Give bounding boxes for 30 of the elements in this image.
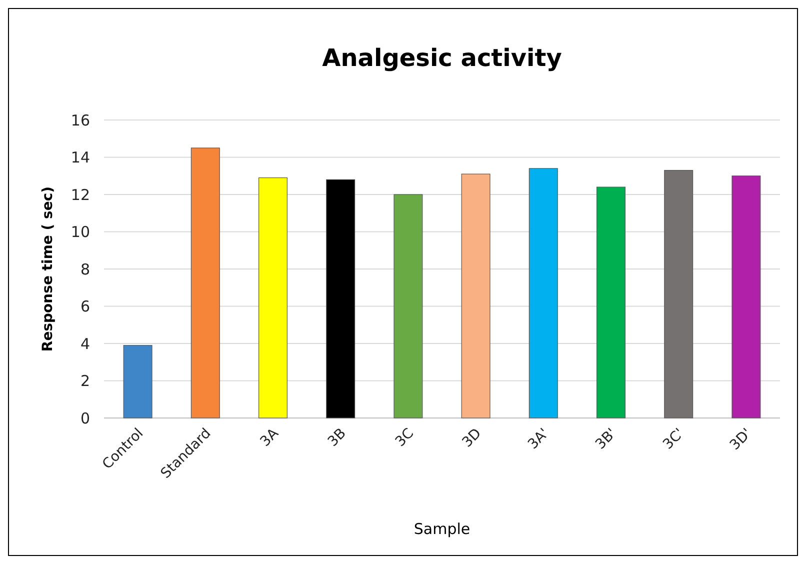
y-tick-label: 16	[70, 111, 90, 130]
x-axis-title: Sample	[414, 520, 470, 538]
x-tick-label: 3B'	[592, 426, 620, 453]
y-tick-label: 6	[80, 298, 90, 316]
x-tick-label: 3B	[325, 426, 350, 450]
x-tick-label: 3A	[257, 425, 282, 450]
bar	[190, 148, 220, 418]
y-tick-label: 10	[70, 223, 90, 241]
y-tick-label: 12	[70, 186, 90, 204]
x-tick-label: 3A'	[525, 426, 552, 453]
y-tick-label: 8	[80, 260, 90, 278]
y-tick-label: 0	[80, 409, 90, 428]
y-tick-label: 14	[70, 148, 90, 166]
x-tick-label: 3D	[459, 426, 485, 451]
y-axis-title: Response time ( sec)	[40, 186, 56, 352]
bar	[394, 194, 423, 418]
bar	[528, 168, 558, 418]
bar	[461, 174, 490, 418]
bar	[732, 176, 761, 418]
bar	[326, 179, 356, 418]
x-tick-label: 3C	[392, 425, 418, 450]
x-tick-label: 3D'	[727, 426, 756, 454]
chart-title: Analgesic activity	[322, 44, 562, 72]
bar	[596, 186, 626, 418]
y-tick-label: 4	[80, 334, 90, 353]
y-tick-label: 2	[80, 372, 90, 390]
bar	[664, 170, 694, 418]
x-tick-label: 3C'	[660, 426, 688, 453]
bar	[123, 345, 152, 418]
bar	[258, 177, 288, 418]
